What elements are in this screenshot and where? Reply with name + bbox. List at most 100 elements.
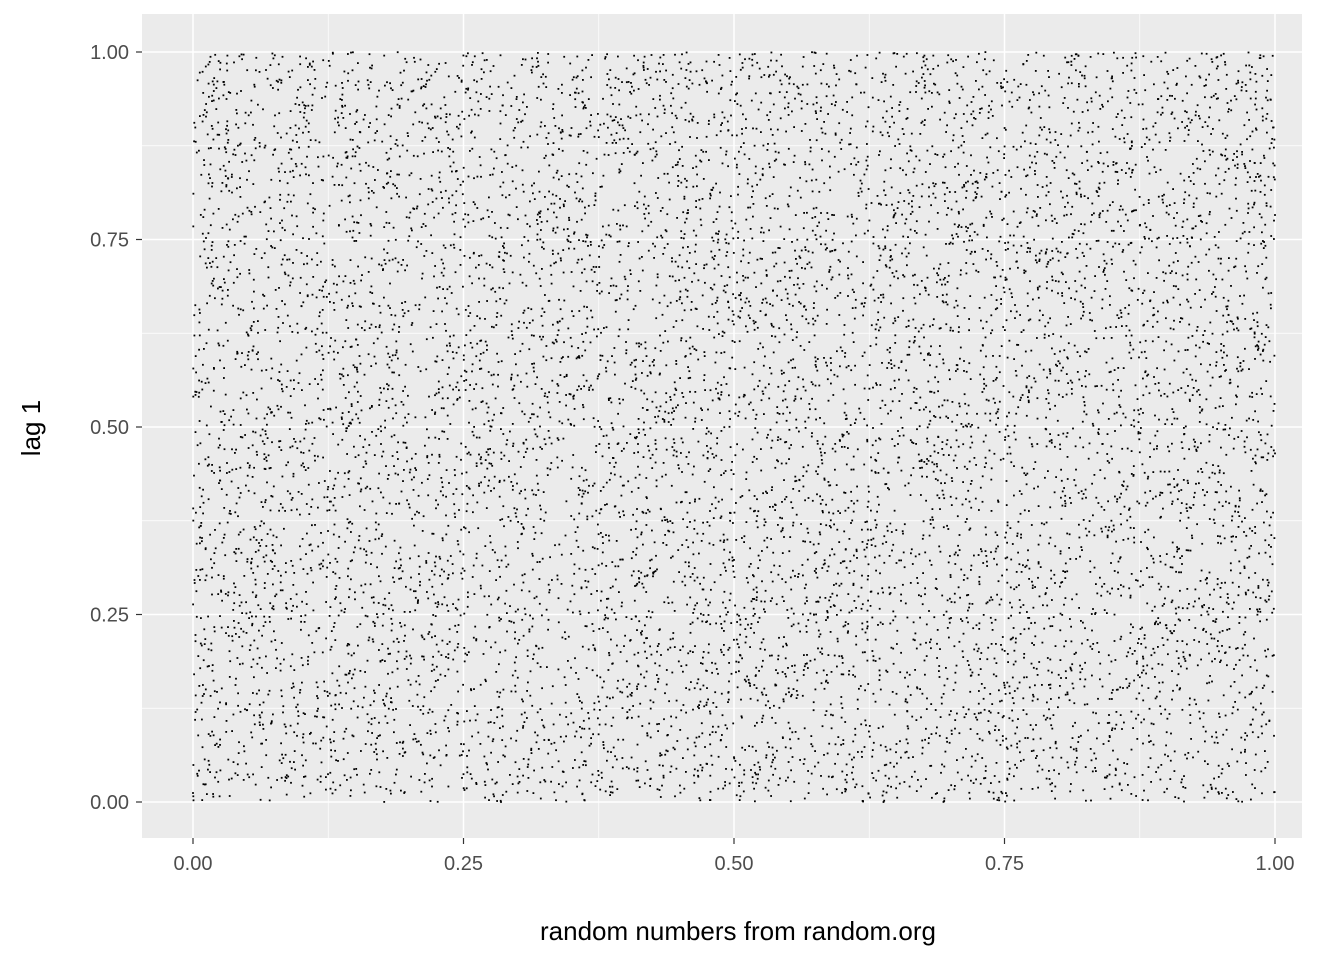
data-point: [1069, 666, 1072, 669]
data-point: [356, 716, 359, 719]
data-point: [1171, 111, 1174, 114]
data-point: [1067, 201, 1069, 204]
data-point: [1106, 590, 1109, 593]
data-point: [616, 788, 619, 790]
data-point: [921, 466, 923, 469]
data-point: [815, 206, 818, 209]
data-point: [615, 285, 618, 288]
data-point: [637, 715, 640, 718]
data-point: [1259, 162, 1262, 164]
data-point: [1273, 354, 1276, 357]
data-point: [441, 537, 444, 540]
data-point: [455, 351, 458, 354]
data-point: [892, 322, 895, 325]
data-point: [403, 469, 405, 471]
data-point: [1142, 412, 1144, 414]
data-point: [894, 212, 897, 215]
data-point: [694, 604, 697, 607]
data-point: [1072, 748, 1075, 751]
data-point: [811, 190, 814, 193]
data-point: [1261, 263, 1264, 265]
data-point: [827, 565, 830, 568]
data-point: [1066, 456, 1069, 458]
data-point: [787, 114, 790, 116]
data-point: [302, 116, 305, 119]
data-point: [1232, 535, 1234, 538]
data-point: [338, 224, 340, 226]
data-point: [388, 157, 391, 160]
data-point: [463, 612, 466, 615]
data-point: [783, 163, 785, 166]
data-point: [895, 529, 898, 531]
data-point: [1075, 593, 1078, 596]
data-point: [412, 489, 415, 491]
data-point: [486, 344, 488, 347]
data-point: [833, 155, 836, 158]
data-point: [1179, 172, 1182, 175]
data-point: [1006, 415, 1008, 418]
data-point: [968, 500, 971, 503]
data-point: [605, 233, 608, 236]
data-point: [1023, 628, 1026, 631]
data-point: [665, 132, 667, 134]
data-point: [939, 550, 942, 553]
data-point: [291, 445, 294, 448]
data-point: [744, 58, 746, 61]
data-point: [1027, 54, 1030, 56]
data-point: [765, 269, 768, 272]
data-point: [488, 110, 491, 112]
data-point: [327, 553, 330, 556]
data-point: [1227, 794, 1230, 796]
data-point: [1208, 571, 1211, 574]
data-point: [789, 747, 792, 750]
data-point: [1171, 632, 1174, 635]
data-point: [866, 520, 868, 523]
data-point: [300, 620, 302, 623]
data-point: [1212, 620, 1215, 622]
data-point: [1264, 767, 1267, 769]
data-point: [387, 304, 390, 307]
data-point: [785, 319, 788, 321]
data-point: [1070, 502, 1072, 504]
data-point: [245, 612, 248, 615]
data-point: [223, 146, 226, 149]
data-point: [785, 130, 787, 133]
data-point: [208, 173, 210, 176]
data-point: [485, 762, 488, 764]
data-point: [1094, 91, 1097, 94]
data-point: [364, 487, 367, 490]
data-point: [965, 748, 967, 750]
data-point: [713, 316, 715, 318]
data-point: [1230, 285, 1232, 287]
data-point: [664, 330, 667, 332]
data-point: [678, 467, 680, 470]
data-point: [586, 236, 588, 239]
data-point: [764, 521, 767, 523]
data-point: [473, 79, 476, 82]
data-point: [571, 78, 574, 81]
data-point: [1215, 351, 1218, 353]
data-point: [1209, 211, 1211, 213]
data-point: [1256, 325, 1259, 328]
data-point: [976, 412, 978, 415]
data-point: [356, 370, 359, 373]
data-point: [588, 717, 590, 720]
data-point: [1153, 448, 1155, 451]
data-point: [1061, 490, 1064, 493]
data-point: [543, 779, 546, 781]
data-point: [1133, 541, 1136, 544]
data-point: [426, 732, 429, 734]
data-point: [759, 342, 762, 345]
data-point: [229, 510, 231, 512]
data-point: [762, 638, 765, 641]
data-point: [555, 171, 558, 174]
data-point: [359, 362, 362, 365]
data-point: [608, 478, 611, 481]
data-point: [781, 552, 784, 554]
data-point: [237, 704, 239, 707]
data-point: [367, 197, 370, 200]
data-point: [867, 563, 870, 566]
data-point: [447, 668, 450, 671]
data-point: [907, 379, 910, 382]
data-point: [829, 703, 832, 706]
